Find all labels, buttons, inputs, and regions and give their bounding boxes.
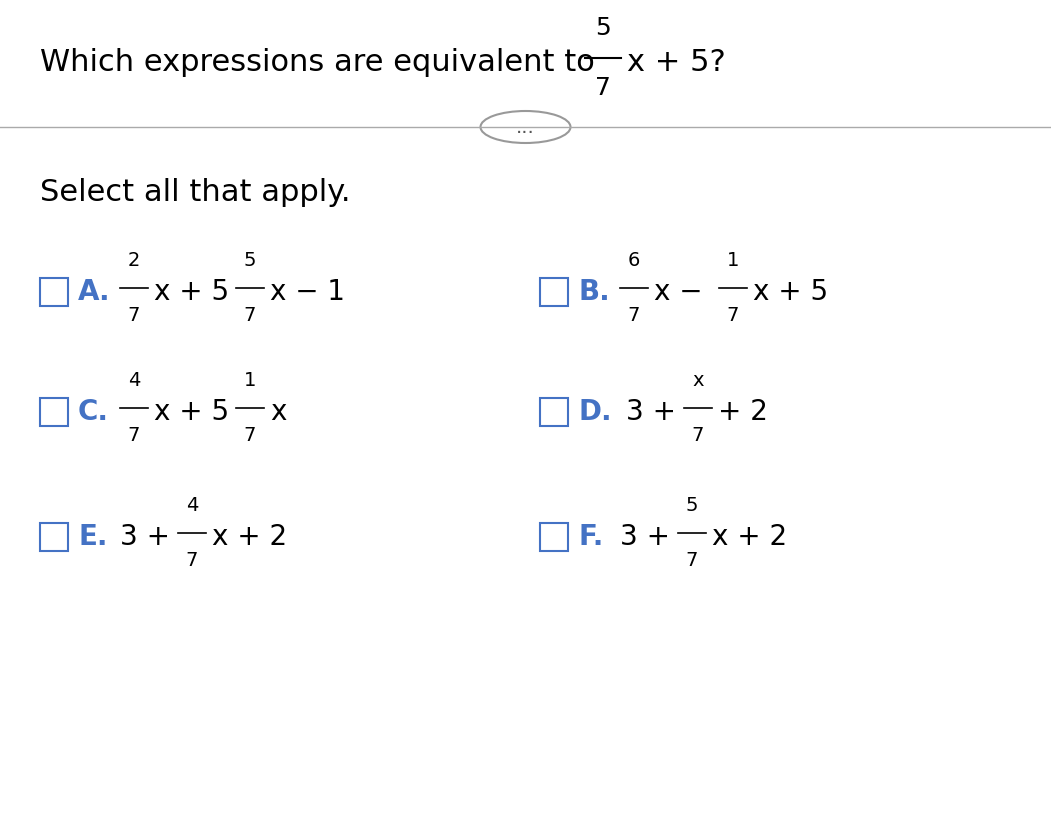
- Text: 5: 5: [685, 496, 698, 515]
- FancyBboxPatch shape: [540, 523, 568, 551]
- Text: x: x: [270, 398, 286, 426]
- Text: Select all that apply.: Select all that apply.: [40, 178, 350, 206]
- Text: 3 +: 3 +: [620, 523, 669, 551]
- Text: x − 1: x − 1: [270, 278, 345, 306]
- Text: 7: 7: [595, 76, 611, 100]
- Text: 2: 2: [128, 251, 140, 270]
- Text: 4: 4: [128, 371, 140, 390]
- Text: ...: ...: [516, 118, 535, 136]
- Text: 7: 7: [727, 306, 739, 325]
- Text: x + 2: x + 2: [212, 523, 287, 551]
- FancyBboxPatch shape: [40, 523, 68, 551]
- Text: 7: 7: [128, 426, 140, 445]
- Text: F.: F.: [578, 523, 603, 551]
- Text: E.: E.: [78, 523, 107, 551]
- Text: 7: 7: [128, 306, 140, 325]
- Text: 3 +: 3 +: [626, 398, 676, 426]
- Text: 6: 6: [627, 251, 640, 270]
- Text: 7: 7: [244, 426, 256, 445]
- FancyBboxPatch shape: [40, 278, 68, 306]
- Text: A.: A.: [78, 278, 110, 306]
- Text: x + 2: x + 2: [712, 523, 787, 551]
- FancyBboxPatch shape: [540, 278, 568, 306]
- Text: x −: x −: [654, 278, 702, 306]
- Text: B.: B.: [578, 278, 610, 306]
- Text: 7: 7: [627, 306, 640, 325]
- Text: 7: 7: [692, 426, 704, 445]
- Text: 1: 1: [727, 251, 739, 270]
- Text: 7: 7: [686, 551, 698, 570]
- Text: x: x: [693, 371, 704, 390]
- Text: C.: C.: [78, 398, 109, 426]
- Text: 5: 5: [244, 251, 256, 270]
- Text: x + 5?: x + 5?: [627, 48, 726, 76]
- Ellipse shape: [480, 111, 571, 143]
- Text: 4: 4: [186, 496, 199, 515]
- Text: 1: 1: [244, 371, 256, 390]
- Text: + 2: + 2: [718, 398, 768, 426]
- FancyBboxPatch shape: [540, 398, 568, 426]
- Text: Which expressions are equivalent to: Which expressions are equivalent to: [40, 48, 595, 76]
- Text: x + 5: x + 5: [753, 278, 828, 306]
- Text: 7: 7: [186, 551, 199, 570]
- Text: D.: D.: [578, 398, 612, 426]
- FancyBboxPatch shape: [40, 398, 68, 426]
- Text: 7: 7: [244, 306, 256, 325]
- Text: x + 5: x + 5: [154, 398, 229, 426]
- Text: x + 5: x + 5: [154, 278, 229, 306]
- Text: 5: 5: [595, 16, 611, 40]
- Text: 3 +: 3 +: [120, 523, 170, 551]
